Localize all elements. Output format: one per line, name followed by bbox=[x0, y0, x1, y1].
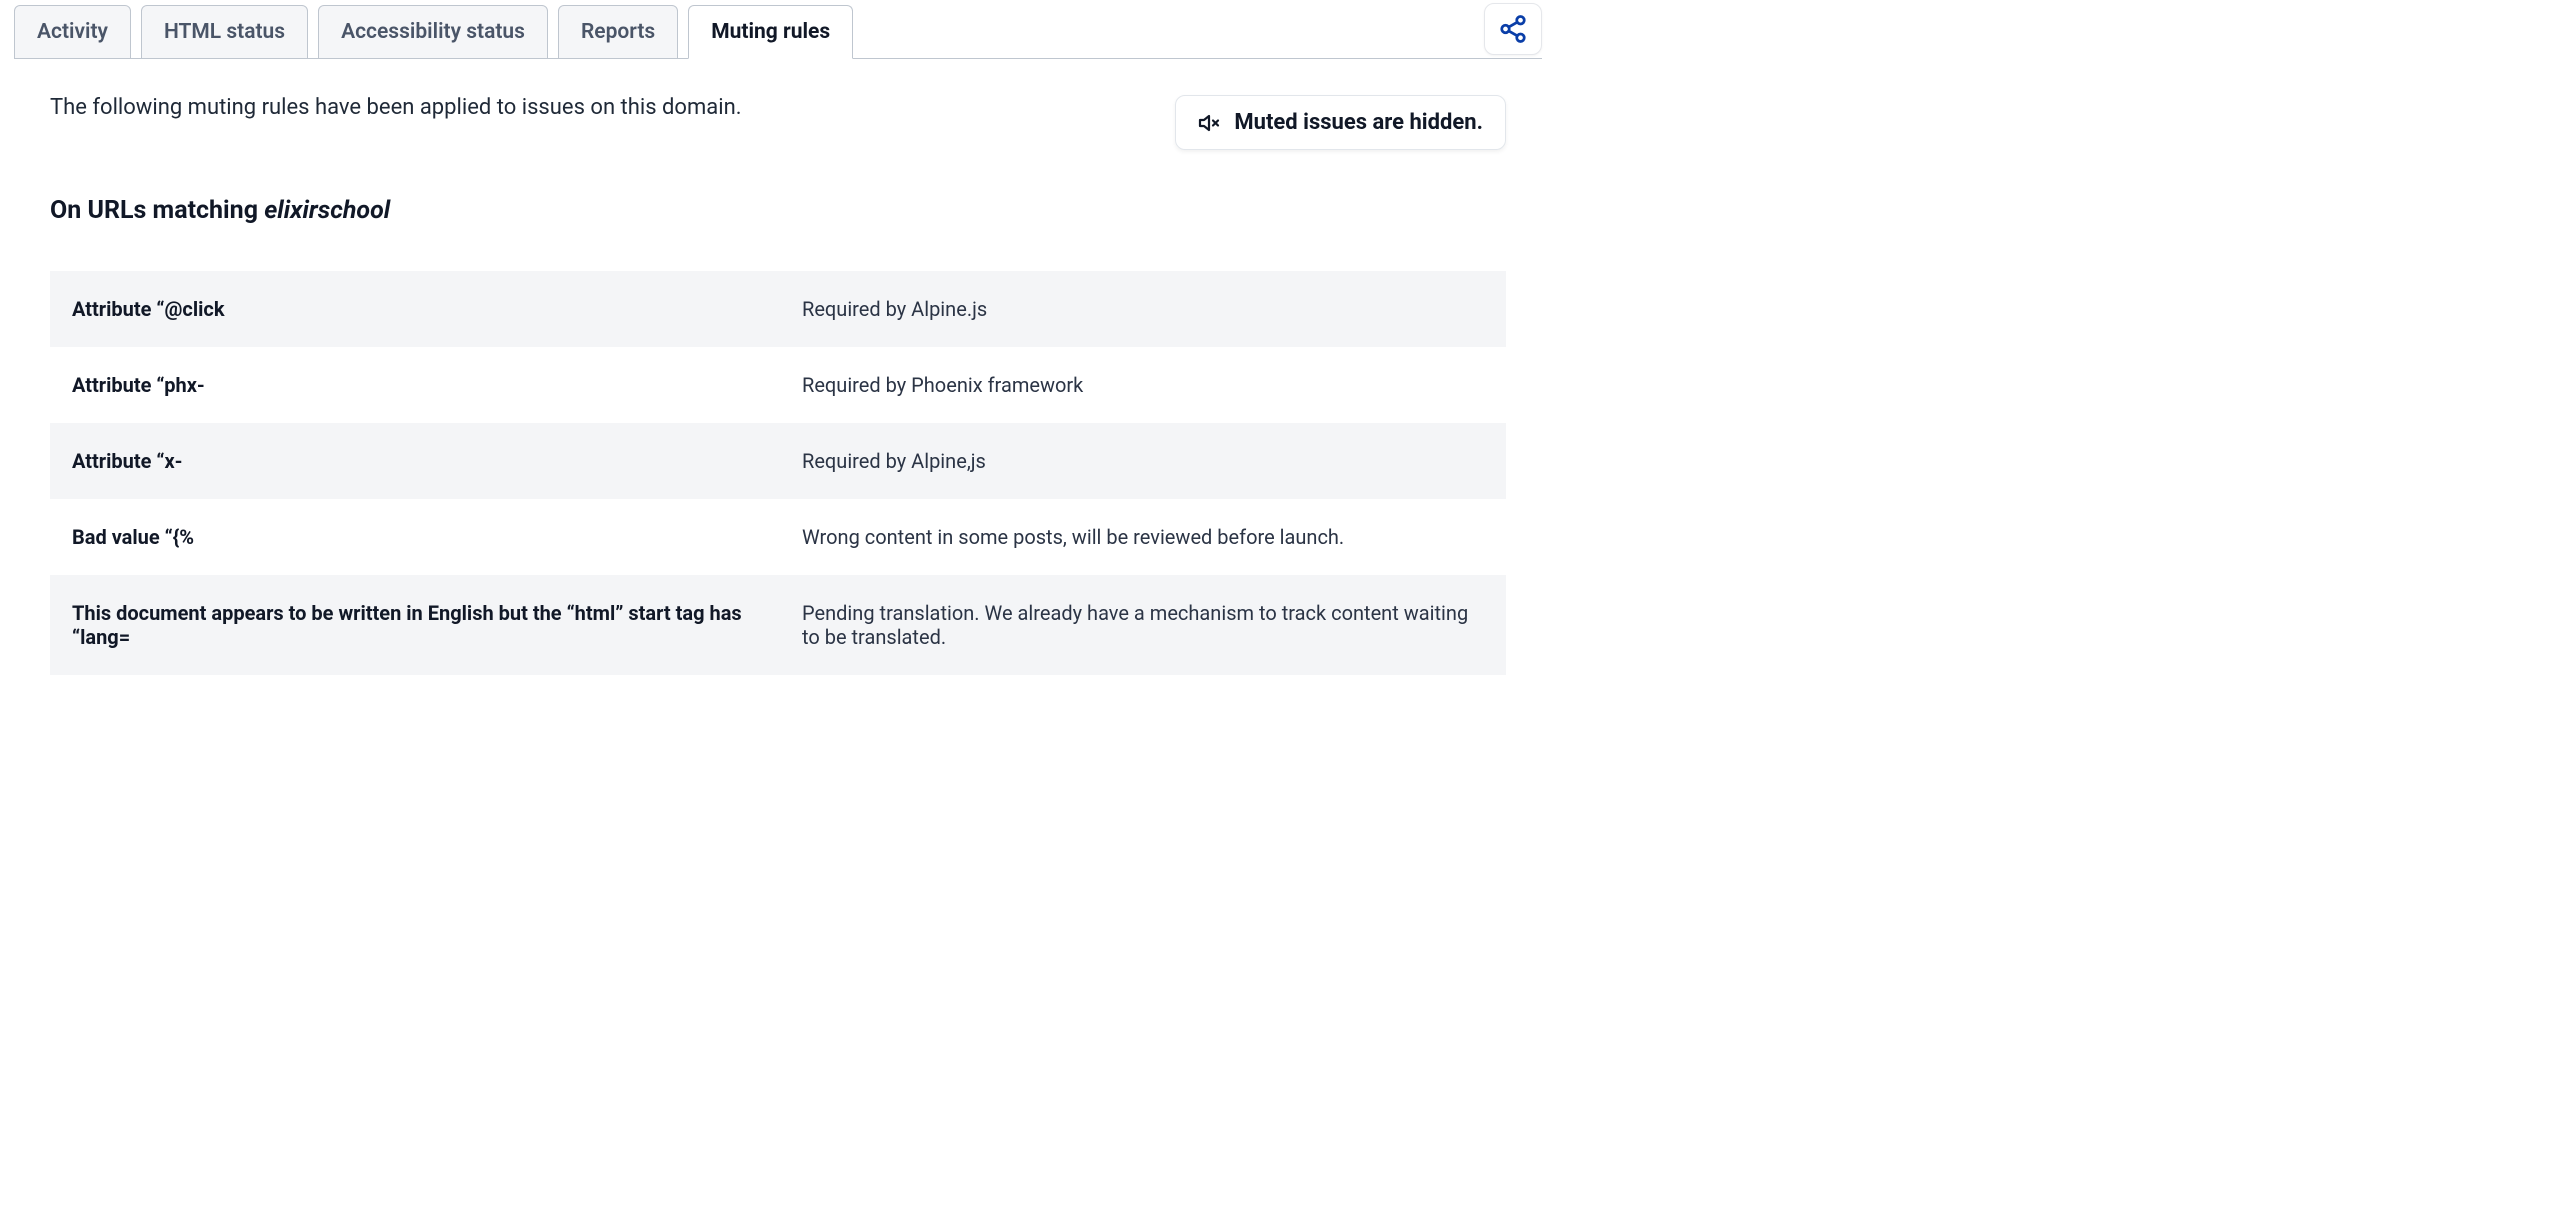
mute-icon bbox=[1198, 111, 1222, 135]
rule-reason: Required by Phoenix framework bbox=[802, 373, 1484, 397]
tab-muting-rules[interactable]: Muting rules bbox=[688, 5, 853, 59]
intro-text: The following muting rules have been app… bbox=[50, 95, 742, 120]
table-row: Bad value “{% Wrong content in some post… bbox=[50, 499, 1506, 575]
muted-issues-badge[interactable]: Muted issues are hidden. bbox=[1175, 95, 1506, 150]
rules-table: Attribute “@click Required by Alpine.js … bbox=[50, 271, 1506, 675]
table-row: Attribute “phx- Required by Phoenix fram… bbox=[50, 347, 1506, 423]
rule-reason: Wrong content in some posts, will be rev… bbox=[802, 525, 1484, 549]
rule-pattern: This document appears to be written in E… bbox=[72, 601, 778, 649]
share-icon bbox=[1498, 14, 1528, 44]
rule-pattern: Attribute “x- bbox=[72, 449, 778, 473]
rule-reason: Required by Alpine,js bbox=[802, 449, 1484, 473]
tab-html-status[interactable]: HTML status bbox=[141, 5, 308, 59]
share-button[interactable] bbox=[1484, 3, 1542, 55]
tab-accessibility-status[interactable]: Accessibility status bbox=[318, 5, 548, 59]
section-heading: On URLs matching elixirschool bbox=[50, 196, 1506, 225]
table-row: This document appears to be written in E… bbox=[50, 575, 1506, 675]
table-row: Attribute “@click Required by Alpine.js bbox=[50, 271, 1506, 347]
muted-issues-label: Muted issues are hidden. bbox=[1234, 110, 1483, 135]
tab-reports[interactable]: Reports bbox=[558, 5, 678, 59]
tab-activity[interactable]: Activity bbox=[14, 5, 131, 59]
tab-bar: Activity HTML status Accessibility statu… bbox=[14, 4, 1542, 59]
rule-pattern: Attribute “@click bbox=[72, 297, 778, 321]
rule-reason: Required by Alpine.js bbox=[802, 297, 1484, 321]
rule-reason: Pending translation. We already have a m… bbox=[802, 601, 1484, 649]
rule-pattern: Attribute “phx- bbox=[72, 373, 778, 397]
rule-pattern: Bad value “{% bbox=[72, 525, 778, 549]
section-match: elixirschool bbox=[264, 196, 390, 225]
table-row: Attribute “x- Required by Alpine,js bbox=[50, 423, 1506, 499]
section-prefix: On URLs matching bbox=[50, 196, 264, 225]
tab-panel-muting-rules: The following muting rules have been app… bbox=[14, 59, 1542, 675]
